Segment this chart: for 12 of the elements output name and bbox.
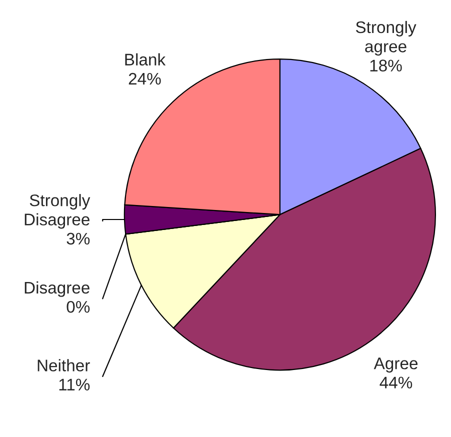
data-label: 18%	[370, 60, 402, 72]
slice-label: Neither	[38, 359, 90, 372]
slice-label: Agree	[374, 358, 418, 373]
slice-label: Strongly agree	[356, 20, 416, 56]
data-label: 3%	[66, 232, 90, 245]
data-label: 24%	[128, 72, 161, 85]
data-label: 44%	[380, 376, 412, 388]
text: 0%	[66, 300, 90, 313]
data-label: 11%	[59, 378, 90, 390]
slice-label: Blank	[125, 53, 166, 66]
category-label: Disagree	[24, 281, 90, 297]
slice-label: Strongly Disagree	[24, 194, 90, 229]
